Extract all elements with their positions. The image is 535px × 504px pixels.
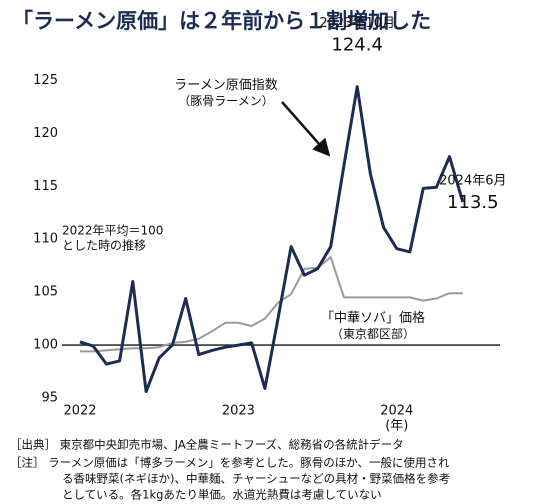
y-tick-label: 110	[33, 232, 58, 247]
annotation: 2024年6月	[439, 174, 506, 189]
x-tick-label: 2024	[380, 404, 413, 419]
series-label: 「中華ソバ」価格（東京都区部）	[321, 310, 425, 341]
chart-title: 「ラーメン原価」は２年前から１割増加した	[12, 9, 431, 33]
x-unit: (年)	[385, 419, 408, 434]
value-label: 124.4	[331, 35, 383, 56]
footnote: としている。各1kgあたり単価。水道光熱費は考慮していない	[62, 488, 382, 502]
footnote: る香味野菜(ネギほか)、中華麺、チャーシューなどの具材・野菜価格を参考	[62, 472, 450, 486]
y-tick-label: 120	[33, 126, 58, 141]
note: 2022年平均＝100	[62, 224, 163, 238]
annotation: 2023年10月	[319, 16, 395, 31]
y-tick-label: 115	[33, 179, 58, 194]
x-tick-label: 2023	[222, 404, 255, 419]
x-tick-label: 2022	[63, 404, 96, 419]
y-tick-label: 125	[33, 73, 58, 88]
series-label: ラーメン原価指数（豚骨ラーメン）	[174, 78, 277, 108]
footnote: ［出典］ 東京都中央卸売市場、JA全農ミートフーズ、総務省の各統計データ	[10, 438, 404, 452]
y-tick-label: 100	[33, 338, 58, 353]
series-line	[80, 256, 463, 353]
y-tick-label: 95	[41, 391, 58, 406]
note: とした時の推移	[62, 239, 146, 253]
value-label: 113.5	[447, 192, 499, 213]
y-tick-label: 105	[33, 285, 58, 300]
arrow	[281, 101, 331, 157]
series-line	[79, 85, 465, 394]
footnote: ［注］ ラーメン原価は「博多ラーメン」を参考とした。豚骨のほか、一般に使用され	[10, 456, 450, 470]
